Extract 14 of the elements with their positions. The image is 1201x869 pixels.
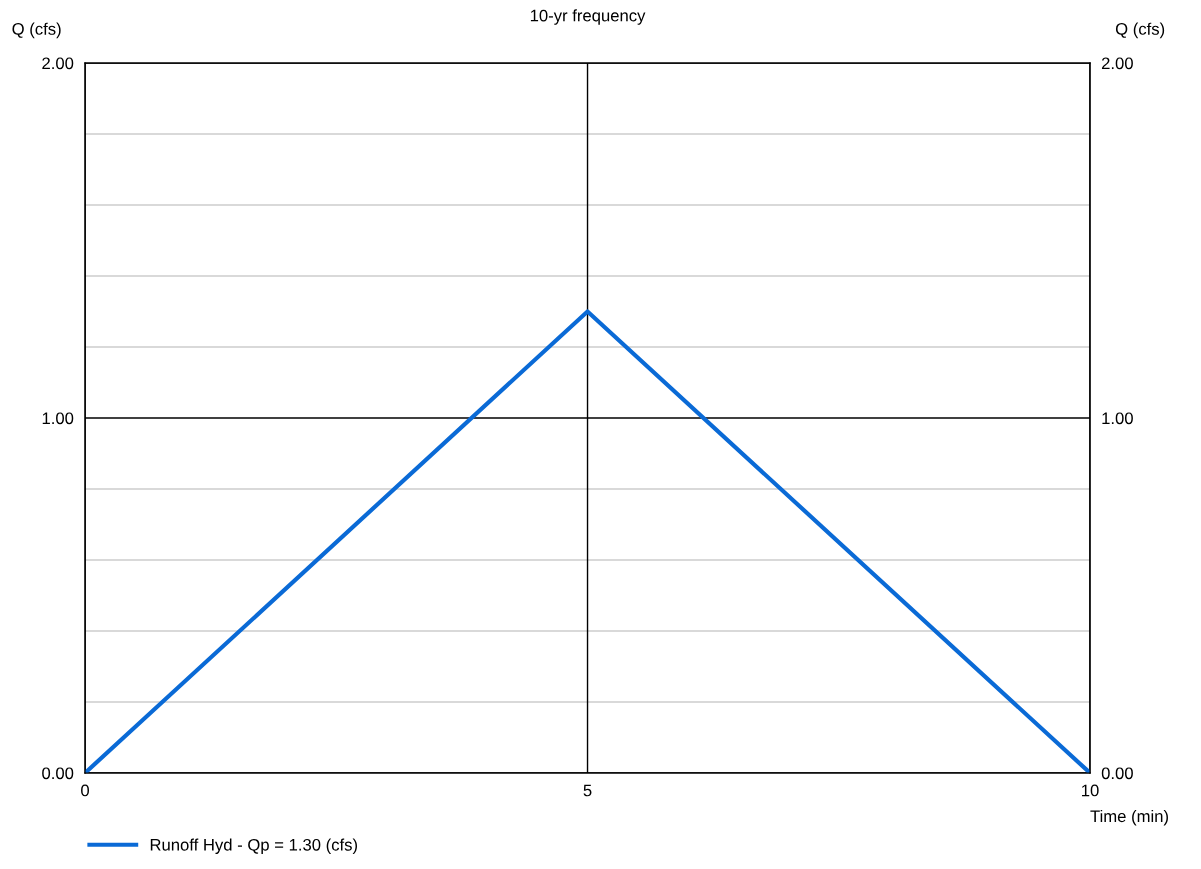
x-tick-label: 10: [1082, 784, 1099, 797]
chart-title: 10-yr frequency: [530, 9, 646, 25]
y-axis-title: Q (cfs): [12, 22, 61, 39]
y-tick-label: 2.00: [42, 57, 74, 70]
y2-tick-label: 0.00: [1101, 767, 1133, 780]
y2-tick-label: 2.00: [1101, 57, 1133, 70]
x-tick-label: 5: [583, 784, 592, 797]
y2-tick-label: 1.00: [1102, 412, 1133, 425]
x-tick-label: 0: [81, 784, 90, 797]
y-tick-label: 0.00: [42, 767, 74, 780]
legend-label: Runoff Hyd - Qp = 1.30 (cfs): [150, 838, 358, 854]
y2-axis-title: Q (cfs): [1115, 22, 1165, 39]
y-tick-label: 1.00: [42, 412, 74, 425]
x-axis-title: Time (min): [1090, 809, 1168, 826]
